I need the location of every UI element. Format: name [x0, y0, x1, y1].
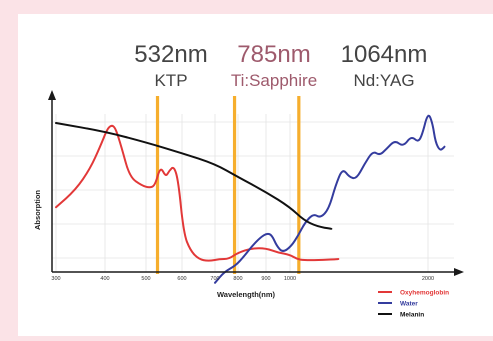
series-lines: [55, 114, 446, 284]
laser-ndyag-name: Nd:YAG: [353, 71, 414, 90]
x-tick-label: 400: [100, 276, 109, 282]
series-line-oxyhemoglobin: [55, 124, 340, 262]
absorption-spectrum-chart: 532nm KTP 785nm Ti:Sapphire 1064nm Nd:YA…: [33, 41, 464, 319]
chart-card: 532nm KTP 785nm Ti:Sapphire 1064nm Nd:YA…: [18, 14, 493, 336]
legend-label-oxyhemoglobin: Oxyhemoglobin: [400, 290, 449, 297]
x-axis-title: Wavelength(nm): [217, 290, 276, 299]
laser-lines: [155, 96, 301, 274]
x-tick-label: 900: [261, 276, 270, 282]
x-tick-label: 800: [233, 276, 242, 282]
series-line-water: [214, 114, 446, 284]
axes: [48, 90, 464, 276]
x-tick-label: 700: [210, 276, 219, 282]
laser-tisapphire-name: Ti:Sapphire: [231, 71, 317, 90]
laser-ndyag-wavelength: 1064nm: [341, 41, 428, 68]
laser-ktp-wavelength: 532nm: [134, 41, 207, 68]
y-axis-title: Absorption: [33, 190, 42, 230]
x-tick-label: 600: [177, 276, 186, 282]
laser-ktp-name: KTP: [154, 71, 187, 90]
x-tick-label: 1000: [284, 276, 296, 282]
y-axis-arrow: [48, 90, 56, 100]
legend-label-melanin: Melanin: [400, 312, 424, 319]
x-tick-label: 2000: [422, 276, 434, 282]
legend: Oxyhemoglobin Water Melanin: [378, 290, 449, 319]
x-axis-arrow: [454, 268, 464, 276]
x-tick-label: 300: [51, 276, 60, 282]
laser-headers: 532nm KTP 785nm Ti:Sapphire 1064nm Nd:YA…: [134, 41, 427, 90]
series-line-melanin: [55, 122, 333, 230]
x-tick-label: 500: [141, 276, 150, 282]
x-tick-labels: 300 400 500 600 700 800 900 1000 2000: [51, 276, 434, 282]
laser-tisapphire-wavelength: 785nm: [237, 41, 310, 68]
legend-label-water: Water: [400, 301, 418, 308]
